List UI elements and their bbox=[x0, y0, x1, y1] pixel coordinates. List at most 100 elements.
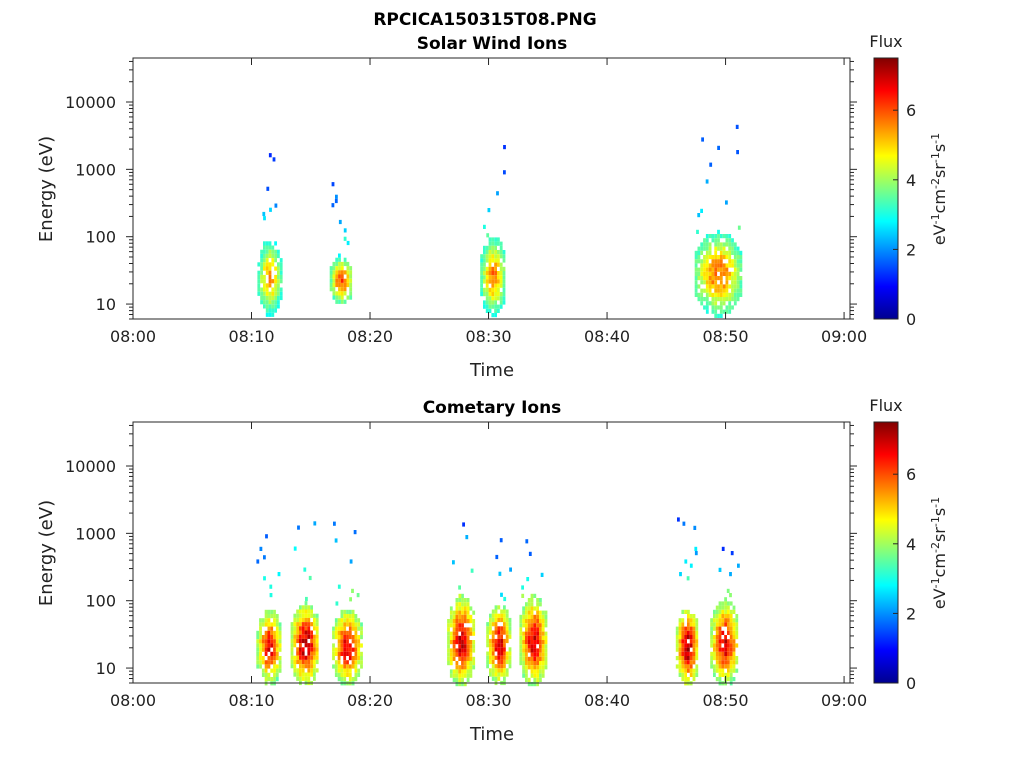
flux-cell bbox=[273, 635, 276, 640]
flux-cell bbox=[463, 640, 467, 645]
flux-cell bbox=[332, 287, 336, 292]
flux-cell bbox=[263, 279, 266, 284]
flux-cell bbox=[357, 656, 361, 661]
flux-cell bbox=[710, 643, 713, 648]
flux-cell bbox=[310, 647, 313, 652]
flux-cell bbox=[522, 635, 525, 640]
flux-cell bbox=[343, 672, 347, 677]
flux-cell bbox=[268, 245, 272, 250]
flux-cell bbox=[708, 234, 712, 239]
flux-cell bbox=[469, 656, 473, 661]
flux-cell bbox=[710, 639, 713, 644]
flux-cell bbox=[714, 267, 718, 272]
flux-cell bbox=[354, 614, 358, 619]
flux-cell bbox=[334, 630, 338, 635]
flux-cell bbox=[267, 664, 271, 669]
flux-cell bbox=[271, 279, 275, 284]
flux-cell bbox=[714, 242, 718, 247]
flux-cell bbox=[705, 271, 709, 276]
flux-cell bbox=[335, 291, 339, 296]
flux-cell bbox=[731, 259, 734, 264]
flux-cell bbox=[544, 640, 548, 645]
flux-cell bbox=[718, 639, 722, 644]
flux-cell bbox=[692, 651, 696, 656]
flux-cell bbox=[277, 287, 280, 292]
flux-cell bbox=[500, 630, 503, 635]
flux-cell bbox=[705, 259, 709, 264]
flux-cell bbox=[494, 292, 497, 297]
flux-cell bbox=[525, 648, 528, 653]
flux-cell bbox=[527, 610, 531, 615]
flux-cell bbox=[497, 655, 501, 660]
flux-cell bbox=[541, 610, 545, 615]
flux-cell bbox=[731, 297, 734, 302]
flux-cell bbox=[293, 638, 297, 644]
colorbar-tick-label: 6 bbox=[906, 465, 916, 484]
flux-cell bbox=[343, 236, 347, 241]
flux-cell bbox=[732, 639, 736, 644]
flux-cell bbox=[536, 627, 539, 632]
flux-cell bbox=[544, 652, 548, 657]
flux-cell bbox=[494, 283, 497, 288]
flux-cell bbox=[494, 279, 497, 284]
flux-cell bbox=[267, 626, 271, 631]
flux-cell bbox=[503, 676, 506, 681]
flux-cell bbox=[335, 266, 339, 271]
flux-cell bbox=[449, 661, 453, 666]
flux-cell bbox=[461, 669, 464, 674]
flux-cell bbox=[533, 652, 537, 657]
flux-cell bbox=[733, 301, 737, 306]
flux-cell bbox=[715, 660, 719, 665]
flux-cell bbox=[264, 651, 268, 656]
flux-cell bbox=[539, 619, 542, 624]
flux-cell bbox=[689, 664, 693, 669]
flux-cell bbox=[719, 234, 723, 239]
flux-cell bbox=[458, 677, 462, 682]
flux-cell bbox=[348, 618, 352, 623]
figure-filename: RPCICA150315T08.PNG bbox=[373, 10, 596, 30]
flux-cell bbox=[463, 665, 467, 670]
flux-cell bbox=[539, 598, 542, 603]
flux-cell bbox=[262, 211, 266, 217]
flux-cell bbox=[360, 656, 363, 661]
flux-cell bbox=[270, 643, 274, 648]
flux-cell bbox=[338, 295, 341, 300]
flux-cell bbox=[689, 668, 693, 673]
flux-cell bbox=[544, 665, 548, 670]
flux-cell bbox=[458, 669, 462, 674]
flux-cell bbox=[463, 669, 467, 674]
flux-cell bbox=[267, 630, 271, 635]
flux-cell bbox=[705, 305, 709, 310]
flux-cell bbox=[340, 278, 344, 283]
flux-cell bbox=[541, 627, 545, 632]
flux-cell bbox=[491, 647, 495, 652]
flux-cell bbox=[296, 626, 299, 631]
flux-cell bbox=[263, 291, 266, 296]
flux-cell bbox=[722, 234, 726, 239]
flux-cell bbox=[472, 640, 476, 645]
flux-cell bbox=[530, 669, 534, 674]
flux-cell bbox=[728, 297, 732, 302]
flux-cell bbox=[332, 635, 335, 640]
flux-cell bbox=[500, 609, 503, 614]
flux-cell bbox=[349, 295, 353, 300]
flux-cell bbox=[461, 614, 464, 619]
flux-cell bbox=[728, 242, 732, 247]
flux-cell bbox=[719, 309, 723, 314]
flux-cell bbox=[338, 261, 341, 267]
y-axis-label: Energy (eV) bbox=[36, 136, 57, 242]
flux-cell bbox=[488, 275, 492, 280]
flux-cell bbox=[271, 262, 275, 267]
flux-cell bbox=[695, 618, 699, 623]
flux-cell bbox=[299, 672, 302, 677]
flux-cell bbox=[458, 602, 462, 607]
flux-cell bbox=[315, 643, 319, 648]
flux-cell bbox=[684, 677, 687, 682]
flux-cell bbox=[729, 647, 733, 652]
flux-cell bbox=[703, 263, 706, 268]
flux-cell bbox=[296, 634, 299, 639]
flux-cell bbox=[268, 274, 272, 280]
flux-cell bbox=[500, 651, 503, 656]
flux-cell bbox=[271, 300, 275, 305]
flux-cell bbox=[703, 255, 706, 260]
